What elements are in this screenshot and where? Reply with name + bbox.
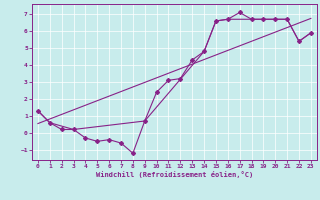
X-axis label: Windchill (Refroidissement éolien,°C): Windchill (Refroidissement éolien,°C) xyxy=(96,171,253,178)
